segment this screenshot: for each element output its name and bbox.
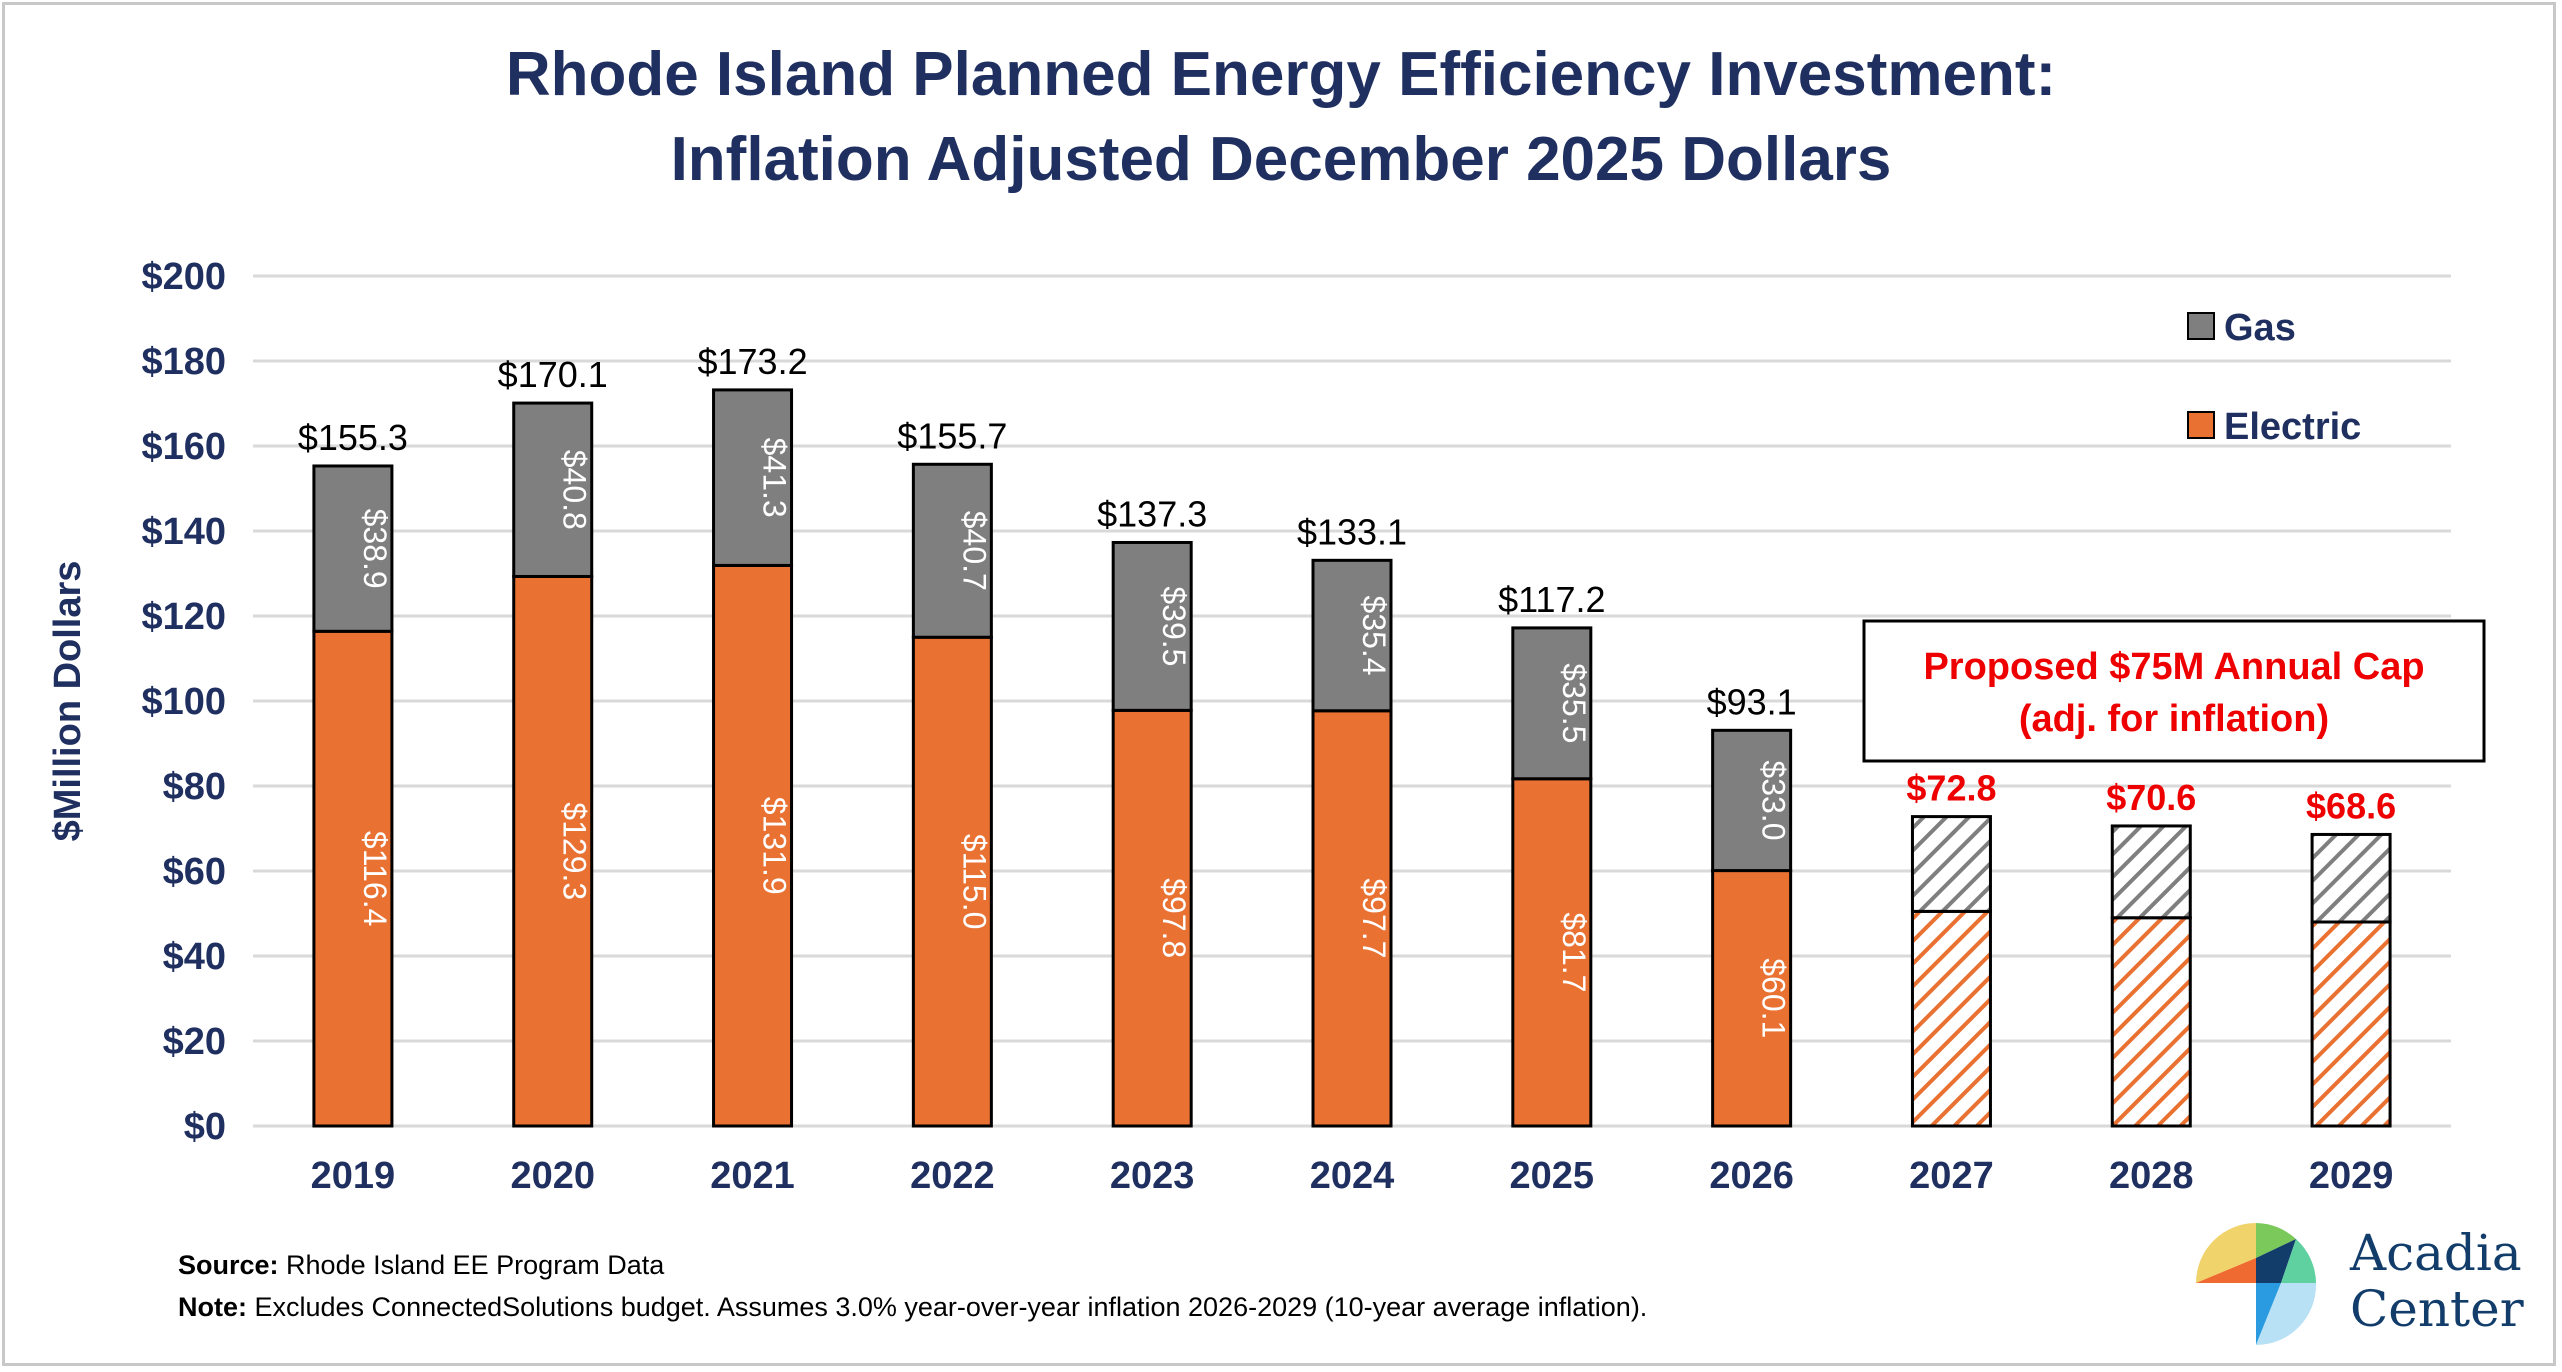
electric-value-label: $129.3 <box>557 802 593 900</box>
x-tick-label: 2023 <box>1110 1155 1195 1197</box>
source-text: Rhode Island EE Program Data <box>278 1250 665 1280</box>
gas-value-label: $39.5 <box>1156 586 1192 666</box>
y-tick-label: $140 <box>141 511 226 553</box>
x-tick-label: 2028 <box>2109 1155 2194 1197</box>
x-tick-label: 2026 <box>1709 1155 1794 1197</box>
bar-gas-2020 <box>512 401 594 578</box>
gas-value-label: $40.8 <box>557 450 593 530</box>
bar-gas-2022 <box>911 462 993 639</box>
x-tick-label: 2019 <box>311 1155 396 1197</box>
logo-line2: Center <box>2350 1280 2524 1338</box>
acadia-logo-mark <box>2196 1223 2317 1345</box>
bar-electric-2023 <box>1111 708 1193 1128</box>
total-label: $70.6 <box>2106 777 2196 818</box>
gas-value-label: $38.9 <box>357 509 393 589</box>
acadia-logo-text: Acadia Center <box>2350 1225 2524 1337</box>
y-tick-label: $80 <box>163 766 226 808</box>
y-tick-label: $40 <box>163 936 226 978</box>
gas-value-label: $35.5 <box>1556 663 1592 743</box>
legend-label-electric: Electric <box>2224 406 2361 448</box>
total-label: $155.7 <box>897 415 1007 456</box>
electric-value-label: $81.7 <box>1556 912 1592 992</box>
bar-gas-2023 <box>1111 540 1193 712</box>
electric-value-label: $97.7 <box>1356 878 1392 958</box>
x-tick-label: 2020 <box>510 1155 595 1197</box>
bar-gas-2024 <box>1311 558 1393 713</box>
x-tick-label: 2021 <box>710 1155 795 1197</box>
bar-gas-2025 <box>1511 626 1593 781</box>
y-tick-label: $120 <box>141 596 226 638</box>
y-tick-label: $200 <box>141 256 226 298</box>
bar-electric-2025 <box>1511 777 1593 1128</box>
legend-label-gas: Gas <box>2224 307 2296 349</box>
bar-electric-2027 <box>1910 909 1992 1128</box>
bar-gas-2028 <box>2110 824 2192 920</box>
bar-gas-2021 <box>712 388 794 567</box>
bar-electric-2022 <box>911 635 993 1128</box>
legend-swatch-electric <box>2187 411 2215 439</box>
bar-electric-2020 <box>512 574 594 1128</box>
total-label: $173.2 <box>697 341 807 382</box>
electric-value-label: $116.4 <box>357 831 393 927</box>
x-tick-label: 2024 <box>1310 1155 1395 1197</box>
total-label: $155.3 <box>298 417 408 458</box>
total-label: $170.1 <box>498 354 608 395</box>
bar-electric-2021 <box>712 563 794 1128</box>
gas-value-label: $33.0 <box>1756 760 1792 840</box>
total-label: $117.2 <box>1498 579 1605 620</box>
cap-annotation-line1: Proposed $75M Annual Cap <box>1923 646 2424 688</box>
chart-title-line1: Rhode Island Planned Energy Efficiency I… <box>506 40 2056 109</box>
y-tick-label: $20 <box>163 1021 226 1063</box>
footnote: Note: Excludes ConnectedSolutions budget… <box>178 1292 1647 1323</box>
gas-value-label: $40.7 <box>956 511 992 591</box>
total-label: $137.3 <box>1097 493 1207 534</box>
bar-gas-2026 <box>1711 728 1793 873</box>
electric-value-label: $97.8 <box>1156 878 1192 958</box>
x-tick-label: 2029 <box>2309 1155 2394 1197</box>
bar-gas-2027 <box>1910 815 1992 913</box>
bar-gas-2029 <box>2310 832 2392 924</box>
logo-line1: Acadia <box>2350 1224 2522 1282</box>
bar-electric-2029 <box>2310 920 2392 1128</box>
electric-value-label: $115.0 <box>956 834 992 930</box>
gas-value-label: $41.3 <box>757 438 793 518</box>
x-tick-label: 2022 <box>910 1155 995 1197</box>
source-note: Source: Rhode Island EE Program Data <box>178 1250 664 1281</box>
y-tick-label: $180 <box>141 341 226 383</box>
bar-gas-2019 <box>312 464 394 633</box>
total-label: $133.1 <box>1297 511 1407 552</box>
bar-electric-2026 <box>1711 869 1793 1128</box>
y-tick-label: $100 <box>141 681 226 723</box>
total-label: $68.6 <box>2306 785 2396 826</box>
cap-annotation: Proposed $75M Annual Cap (adj. for infla… <box>1862 619 2486 763</box>
bar-electric-2028 <box>2110 916 2192 1128</box>
gas-value-label: $35.4 <box>1356 596 1392 676</box>
legend-swatch-gas <box>2187 312 2215 340</box>
bar-electric-2024 <box>1311 709 1393 1128</box>
x-tick-label: 2027 <box>1909 1155 1994 1197</box>
bar-electric-2019 <box>312 629 394 1128</box>
y-tick-label: $60 <box>163 851 226 893</box>
total-label: $72.8 <box>1906 768 1996 809</box>
total-label: $93.1 <box>1707 681 1797 722</box>
electric-value-label: $60.1 <box>1756 958 1792 1038</box>
y-axis-label: $Million Dollars <box>47 561 89 842</box>
y-tick-label: $0 <box>184 1106 226 1148</box>
cap-annotation-line2: (adj. for inflation) <box>2019 698 2329 740</box>
electric-value-label: $131.9 <box>757 797 793 895</box>
source-label: Source: <box>178 1250 279 1280</box>
x-tick-label: 2025 <box>1510 1155 1595 1197</box>
note-label: Note: <box>178 1292 247 1322</box>
chart-title-line2: Inflation Adjusted December 2025 Dollars <box>671 125 1892 194</box>
y-tick-label: $160 <box>141 426 226 468</box>
note-text: Excludes ConnectedSolutions budget. Assu… <box>247 1292 1648 1322</box>
